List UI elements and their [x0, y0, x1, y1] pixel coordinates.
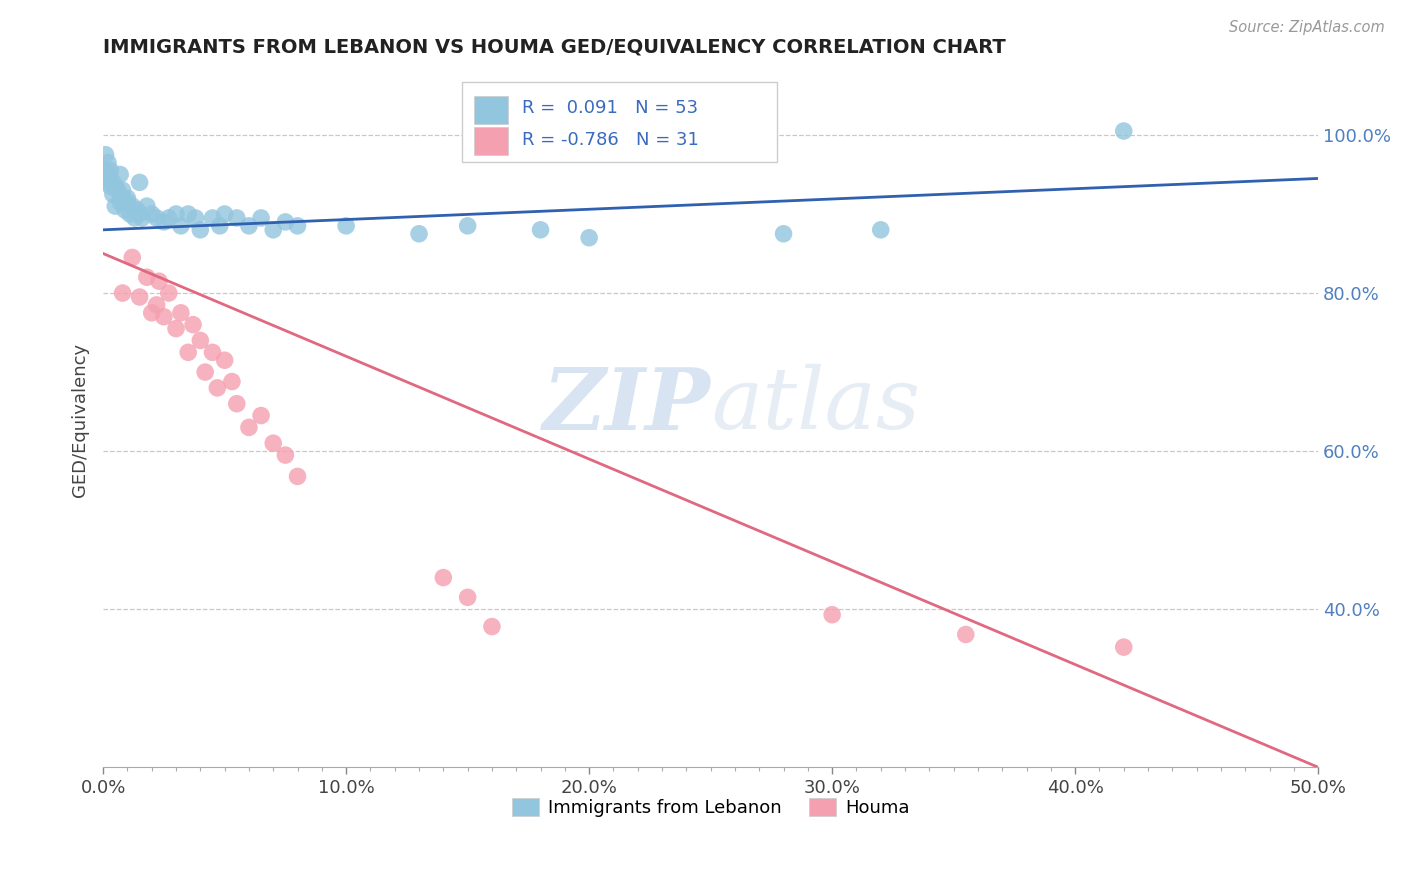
Point	[141, 207, 163, 221]
Point	[141, 306, 163, 320]
Point	[117, 191, 139, 205]
Point	[97, 155, 120, 169]
Point	[118, 207, 141, 221]
Point	[1112, 640, 1135, 654]
Point	[578, 231, 600, 245]
Point	[481, 619, 503, 633]
Point	[225, 397, 247, 411]
Point	[165, 321, 187, 335]
Point	[94, 163, 117, 178]
Point	[114, 202, 136, 217]
Point	[107, 183, 129, 197]
Point	[177, 207, 200, 221]
Point	[100, 179, 122, 194]
Text: IMMIGRANTS FROM LEBANON VS HOUMA GED/EQUIVALENCY CORRELATION CHART: IMMIGRANTS FROM LEBANON VS HOUMA GED/EQU…	[103, 37, 1005, 56]
Point	[100, 163, 122, 178]
Point	[157, 211, 180, 225]
Text: R =  0.091   N = 53: R = 0.091 N = 53	[522, 99, 699, 117]
Point	[111, 183, 134, 197]
Point	[214, 207, 236, 221]
Point	[238, 219, 260, 233]
Point	[457, 591, 479, 605]
Point	[274, 215, 297, 229]
Point	[184, 211, 207, 225]
Point	[145, 211, 167, 225]
Point	[145, 298, 167, 312]
Point	[287, 219, 309, 233]
Point	[181, 318, 204, 332]
Point	[529, 223, 551, 237]
Point	[250, 211, 273, 225]
Point	[128, 207, 150, 221]
Point	[250, 409, 273, 423]
Point	[111, 286, 134, 301]
Point	[127, 202, 149, 217]
Point	[124, 211, 146, 225]
Point	[97, 175, 120, 189]
Point	[108, 168, 131, 182]
Point	[135, 270, 157, 285]
FancyBboxPatch shape	[474, 96, 508, 124]
Point	[287, 469, 309, 483]
Point	[221, 375, 243, 389]
Point	[1112, 124, 1135, 138]
Point	[869, 223, 891, 237]
Point	[408, 227, 430, 241]
Point	[111, 191, 134, 205]
Text: Source: ZipAtlas.com: Source: ZipAtlas.com	[1229, 20, 1385, 35]
Point	[201, 211, 224, 225]
Point	[238, 420, 260, 434]
FancyBboxPatch shape	[474, 128, 508, 155]
Point	[262, 436, 284, 450]
Point	[262, 223, 284, 237]
Point	[121, 251, 143, 265]
Point	[208, 219, 231, 233]
Point	[188, 334, 211, 348]
Point	[207, 381, 229, 395]
Point	[128, 175, 150, 189]
Point	[94, 147, 117, 161]
Text: R = -0.786   N = 31: R = -0.786 N = 31	[522, 131, 699, 149]
Point	[128, 290, 150, 304]
Point	[121, 199, 143, 213]
Point	[955, 627, 977, 641]
FancyBboxPatch shape	[461, 82, 778, 162]
Point	[194, 365, 217, 379]
Point	[188, 223, 211, 237]
Point	[157, 286, 180, 301]
Text: ZIP: ZIP	[543, 364, 710, 448]
Point	[201, 345, 224, 359]
Point	[274, 448, 297, 462]
Point	[225, 211, 247, 225]
Point	[153, 215, 176, 229]
Legend: Immigrants from Lebanon, Houma: Immigrants from Lebanon, Houma	[505, 791, 917, 824]
Point	[117, 195, 139, 210]
Point	[104, 199, 127, 213]
Point	[101, 175, 124, 189]
Y-axis label: GED/Equivalency: GED/Equivalency	[72, 343, 89, 497]
Point	[135, 199, 157, 213]
Point	[170, 219, 193, 233]
Point	[170, 306, 193, 320]
Point	[214, 353, 236, 368]
Point	[101, 187, 124, 202]
Point	[335, 219, 357, 233]
Point	[153, 310, 176, 324]
Point	[131, 211, 153, 225]
Point	[772, 227, 794, 241]
Point	[100, 171, 122, 186]
Point	[457, 219, 479, 233]
Point	[432, 571, 454, 585]
Text: atlas: atlas	[710, 364, 920, 447]
Point	[177, 345, 200, 359]
Point	[104, 179, 127, 194]
Point	[108, 195, 131, 210]
Point	[148, 274, 170, 288]
Point	[821, 607, 844, 622]
Point	[165, 207, 187, 221]
